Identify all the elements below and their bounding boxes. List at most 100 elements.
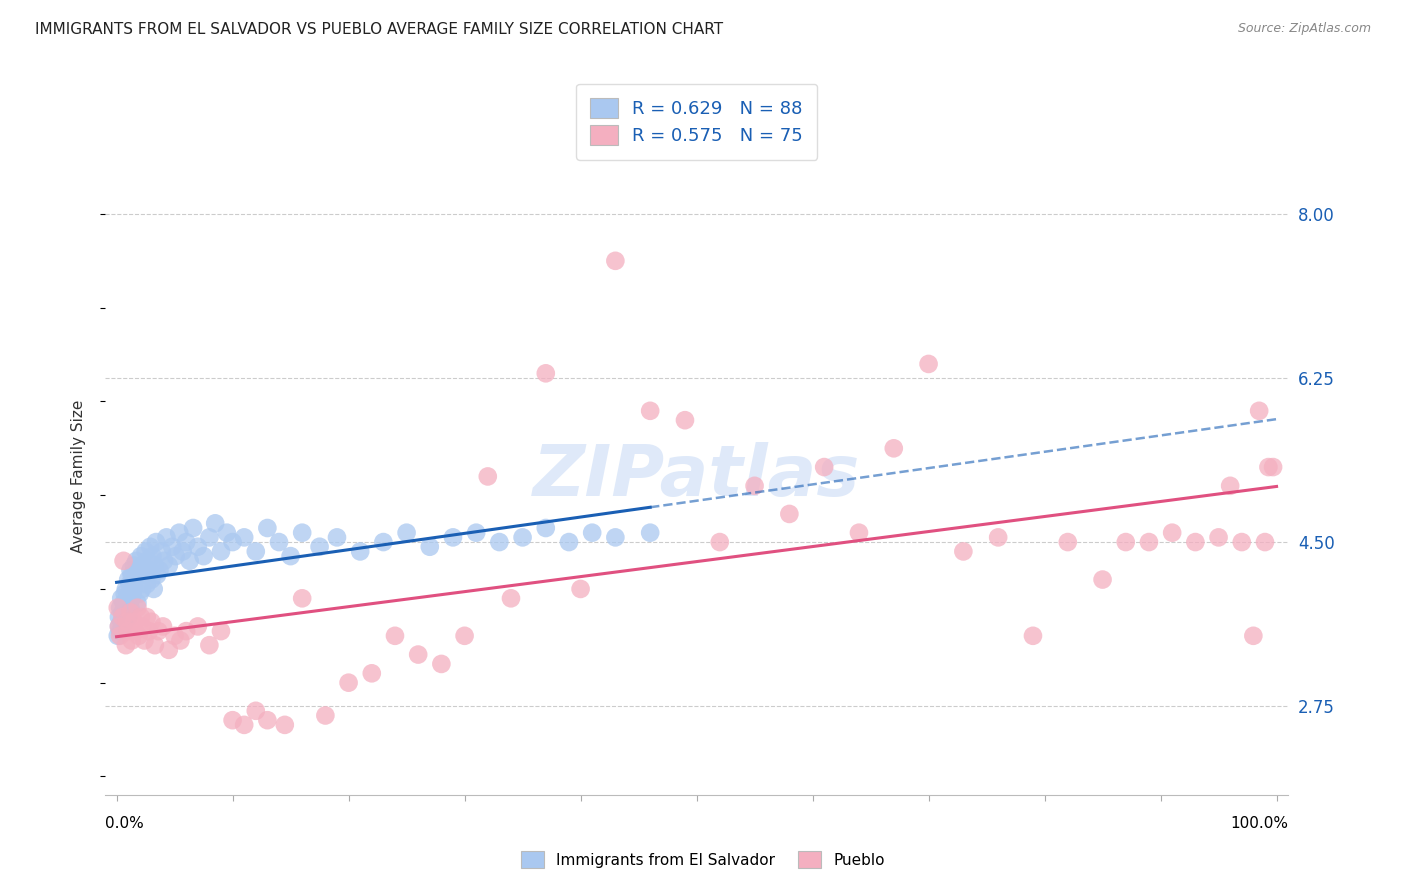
Point [709,535,731,549]
Point [124,624,146,639]
Point [138,624,160,639]
Point [128,586,150,600]
Point [605,530,627,544]
Point [221,535,243,549]
Text: IMMIGRANTS FROM EL SALVADOR VS PUEBLO AVERAGE FAMILY SIZE CORRELATION CHART: IMMIGRANTS FROM EL SALVADOR VS PUEBLO AV… [35,22,723,37]
Point [150,544,173,558]
Point [128,629,150,643]
Point [326,530,349,544]
Point [167,525,190,540]
Point [534,367,557,381]
Point [308,540,330,554]
Point [139,540,162,554]
Point [110,591,132,606]
Point [165,549,187,563]
Point [778,507,800,521]
Point [153,554,176,568]
Point [430,657,453,671]
Point [121,567,143,582]
Point [198,530,221,544]
Point [162,540,184,554]
Point [291,591,314,606]
Point [108,610,131,624]
Text: Source: ZipAtlas.com: Source: ZipAtlas.com [1237,22,1371,36]
Point [135,544,157,558]
Point [157,558,180,573]
Point [115,591,138,606]
Point [122,615,145,629]
Point [441,530,464,544]
Point [121,591,143,606]
Point [108,624,131,639]
Legend: Immigrants from El Salvador, Pueblo: Immigrants from El Salvador, Pueblo [513,844,893,875]
Point [115,600,138,615]
Point [1249,404,1271,418]
Point [112,610,135,624]
Point [1254,535,1277,549]
Point [134,633,156,648]
Point [131,619,153,633]
Point [395,525,418,540]
Point [1056,535,1078,549]
Point [129,610,152,624]
Point [209,624,232,639]
Point [108,629,131,643]
Point [477,469,499,483]
Point [131,582,153,596]
Point [112,554,135,568]
Text: 100.0%: 100.0% [1230,816,1288,830]
Point [114,615,136,629]
Point [136,554,159,568]
Point [215,525,238,540]
Point [157,643,180,657]
Point [148,563,170,577]
Point [118,596,141,610]
Point [1219,479,1241,493]
Point [108,619,131,633]
Point [125,554,148,568]
Point [163,629,186,643]
Point [1230,535,1253,549]
Point [117,573,139,587]
Point [132,558,155,573]
Point [512,530,534,544]
Point [152,619,174,633]
Point [141,615,163,629]
Point [129,549,152,563]
Point [1091,573,1114,587]
Point [558,535,581,549]
Point [581,525,603,540]
Point [115,638,138,652]
Point [127,596,149,610]
Point [187,540,209,554]
Point [314,708,336,723]
Point [1208,530,1230,544]
Point [256,713,278,727]
Point [233,530,256,544]
Text: 0.0%: 0.0% [105,816,143,830]
Point [1261,460,1284,475]
Point [406,648,429,662]
Legend: R = 0.629   N = 88, R = 0.575   N = 75: R = 0.629 N = 88, R = 0.575 N = 75 [576,84,817,160]
Point [1137,535,1160,549]
Point [108,619,131,633]
Point [267,535,290,549]
Point [744,479,766,493]
Point [280,549,302,563]
Point [673,413,696,427]
Point [108,600,131,615]
Point [120,563,142,577]
Point [174,535,197,549]
Point [111,619,134,633]
Point [121,586,143,600]
Point [291,525,314,540]
Point [384,629,406,643]
Point [337,675,360,690]
Point [107,600,129,615]
Point [360,666,382,681]
Point [499,591,522,606]
Point [883,442,905,456]
Point [118,577,141,591]
Point [145,535,167,549]
Point [204,516,226,531]
